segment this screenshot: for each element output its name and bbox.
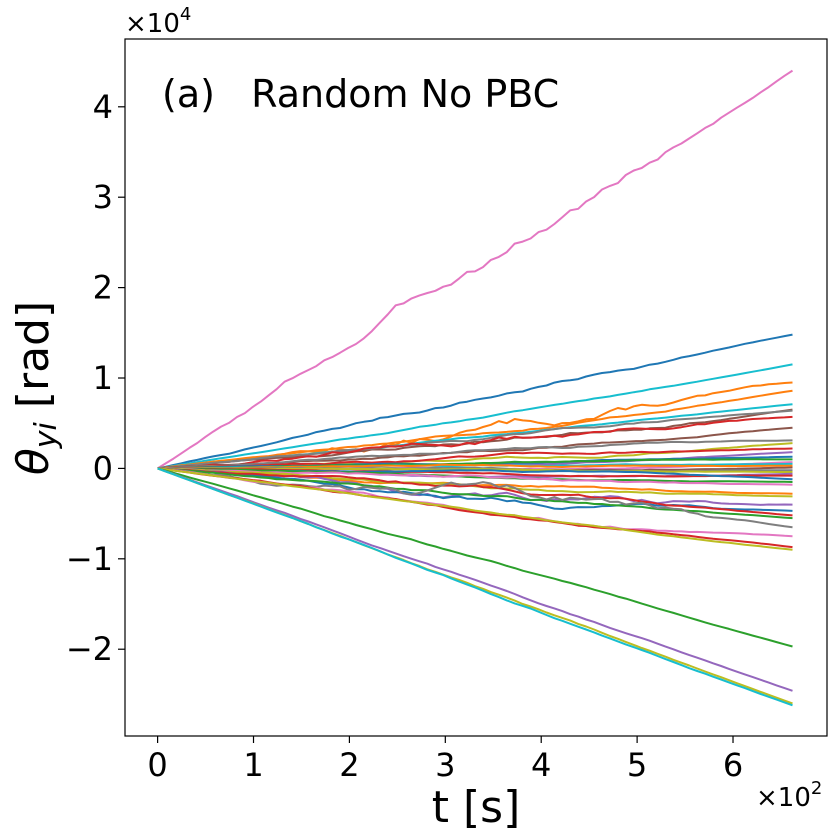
y-tick-label: 4 [93,88,113,126]
y-tick-label: 0 [93,449,113,487]
y-tick-label: −2 [66,630,113,668]
y-multiplier-base: ×10 [125,9,180,39]
data-lines [157,69,794,707]
series-line-red-1 [157,415,793,470]
x-tick-label: 4 [531,746,551,784]
x-tick-label: 5 [627,746,647,784]
x-ticks: 0 1 2 3 4 5 6 [147,736,743,784]
y-tick-label: −1 [66,540,113,578]
panel-annotation: (a) Random No PBC [162,72,559,116]
x-tick-label: 3 [435,746,455,784]
x-offset-multiplier: ×102 [756,778,822,813]
series-line-brown-1 [157,408,793,470]
series-line-pink-top [157,69,794,470]
x-tick-label: 0 [147,746,167,784]
series-line-purple-4 [157,467,793,692]
x-tick-label: 2 [339,746,359,784]
x-axis-label: t [s] [432,782,521,833]
y-tick-label: 3 [93,178,113,216]
series-line-blue-1 [157,333,793,470]
y-axis-label-symbol: θ [8,448,59,475]
y-tick-label: 2 [93,269,113,307]
series-line-gray-1 [157,409,793,470]
y-axis-label-subscript: yi [29,421,64,449]
series-line-green-2 [157,467,793,483]
y-multiplier-exponent: 4 [180,4,191,25]
y-axis-label-unit: [rad] [8,301,59,422]
series-line-gray-4 [157,467,793,529]
y-offset-multiplier: ×104 [125,4,191,39]
x-tick-label: 1 [243,746,263,784]
y-ticks: −2 −1 0 1 2 3 4 [66,88,125,668]
plot-frame [124,38,828,737]
y-axis-label: θyi [rad] [8,301,64,475]
x-multiplier-base: ×10 [756,783,811,813]
series-line-red-3 [157,467,793,478]
x-tick-label: 6 [723,746,743,784]
series-line-green-4 [157,467,793,648]
series-line-red-4 [157,467,793,517]
series-line-olive-4 [157,467,793,551]
series-line-blue-4 [157,467,793,512]
series-line-orange-2 [157,389,793,470]
series-line-cyan-4 [157,467,793,707]
series-line-gray-2 [157,439,793,470]
y-tick-label: 1 [93,359,113,397]
series-line-cyan-1 [157,363,793,470]
x-multiplier-exponent: 2 [811,778,822,799]
